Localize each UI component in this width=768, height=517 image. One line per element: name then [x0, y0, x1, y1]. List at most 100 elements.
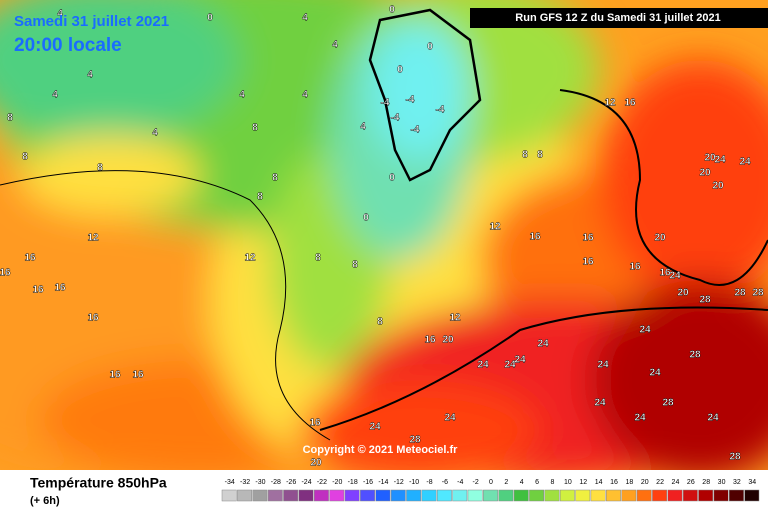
contour-label: 24: [649, 368, 661, 379]
scale-swatch: [406, 489, 422, 502]
scale-label: 34: [748, 479, 756, 486]
contour-label: 8: [522, 150, 528, 161]
scale-swatch: [636, 489, 652, 502]
contour-label: 4: [57, 9, 63, 20]
scale-swatch: [298, 489, 314, 502]
contour-label: 28: [734, 288, 746, 299]
contour-label: 24: [369, 422, 381, 433]
scale-swatch: [713, 489, 729, 502]
contour-label: 16: [624, 98, 636, 109]
scale-label: -12: [394, 479, 404, 486]
scale-label: 14: [595, 479, 603, 486]
contour-label: 12: [87, 233, 99, 244]
scale-label: 20: [641, 479, 649, 486]
contour-label: 16: [582, 257, 594, 268]
contour-label: 20: [310, 458, 322, 469]
scale-label: -28: [271, 479, 281, 486]
scale-swatch: [436, 489, 452, 502]
contour-label: 16: [87, 313, 99, 324]
contour-label: -4: [381, 98, 390, 109]
scale-label: -4: [457, 479, 463, 486]
scale-label: 32: [733, 479, 741, 486]
contour-label: 4: [239, 90, 245, 101]
contour-label: 8: [272, 173, 278, 184]
contour-label: 12: [244, 253, 256, 264]
contour-label: 16: [32, 285, 44, 296]
contour-label: 8: [97, 163, 103, 174]
scale-swatch: [575, 489, 591, 502]
contour-label: 16: [109, 370, 121, 381]
contour-label: 28: [409, 435, 421, 446]
scale-label: 30: [718, 479, 726, 486]
scale-swatch: [652, 489, 668, 502]
contour-label: 16: [24, 253, 36, 264]
scale-swatch: [452, 489, 468, 502]
contour-label: 16: [659, 268, 671, 279]
scale-label: -30: [255, 479, 265, 486]
contour-label: 24: [477, 360, 489, 371]
scale-swatch: [252, 489, 268, 502]
scale-label: -2: [473, 479, 479, 486]
scale-label: 10: [564, 479, 572, 486]
contour-label: 24: [537, 339, 549, 350]
scale-swatch: [498, 489, 514, 502]
scale-swatch: [344, 489, 360, 502]
scale-label: 26: [687, 479, 695, 486]
scale-swatch: [606, 489, 621, 502]
contour-label: 4: [302, 90, 308, 101]
scale-label: -34: [225, 479, 235, 486]
isotherm: [559, 89, 768, 286]
scale-label: 6: [535, 479, 539, 486]
scale-label: 28: [702, 479, 710, 486]
scale-swatch: [375, 489, 391, 502]
contour-label: 8: [537, 150, 543, 161]
contour-label: 4: [332, 40, 338, 51]
isotherm: [319, 306, 768, 431]
date: Samedi 31 juillet 2021: [14, 13, 169, 30]
scale-swatch: [621, 489, 637, 502]
scale-swatch: [421, 489, 437, 502]
contour-label: 4: [302, 13, 308, 24]
contour-label: 12: [449, 313, 461, 324]
scale-label: -16: [363, 479, 373, 486]
contour-label: 12: [489, 222, 501, 233]
contour-label: -4: [436, 105, 445, 116]
scale-swatch: [283, 489, 299, 502]
contour-label: 4: [152, 128, 158, 139]
contour-label: 16: [424, 335, 436, 346]
contour-label: 0: [207, 13, 213, 24]
run-box: [470, 8, 768, 28]
contour-label: 0: [427, 42, 433, 53]
scale-swatch: [329, 489, 345, 502]
contour-label: 12: [604, 98, 616, 109]
scale-label: -8: [426, 479, 432, 486]
scale-label: 0: [489, 479, 493, 486]
scale-swatch: [559, 489, 575, 502]
contour-label: 8: [252, 123, 258, 134]
contour-label: 24: [739, 157, 751, 168]
copyright: Copyright © 2021 Meteociel.fr: [303, 444, 459, 456]
contour-label: -4: [411, 125, 420, 136]
scale-label: -6: [442, 479, 448, 486]
run-info: Run GFS 12 Z du Samedi 31 juillet 2021: [515, 12, 720, 24]
contour-label: 8: [22, 152, 28, 163]
contour-label: 20: [699, 168, 711, 179]
contour-label: 0: [389, 173, 395, 184]
contour-label: 8: [257, 192, 263, 203]
contour-label: 16: [132, 370, 144, 381]
scale-swatch: [744, 489, 760, 502]
contour-label: 4: [360, 122, 366, 133]
scale-swatch: [267, 489, 283, 502]
isotherm: [0, 170, 331, 441]
contour-label: 28: [729, 452, 741, 463]
contour-label: -4: [406, 95, 415, 106]
contour-label: 8: [315, 253, 321, 264]
contour-label: 20: [442, 335, 454, 346]
contour-label: 20: [677, 288, 689, 299]
contour-label: 16: [529, 232, 541, 243]
contour-label: 4: [52, 90, 58, 101]
contour-label: 24: [444, 413, 456, 424]
contour-label: 24: [669, 271, 681, 282]
